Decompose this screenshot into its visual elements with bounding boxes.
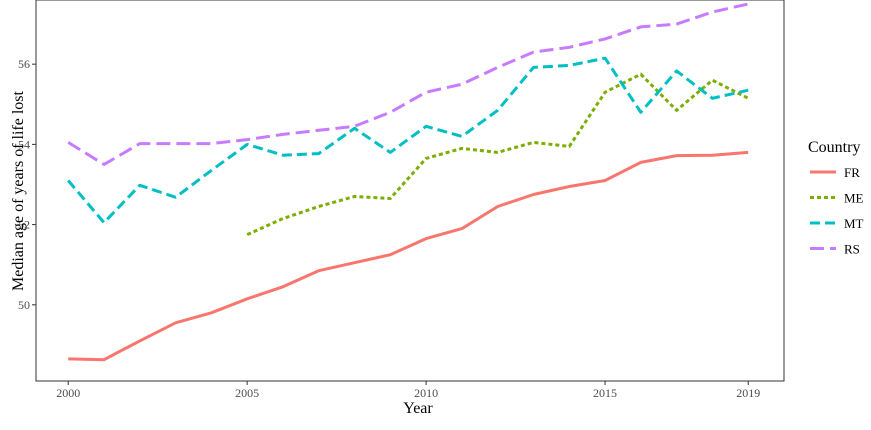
y-tick-label: 52 — [18, 218, 30, 232]
series-line-mt — [67, 56, 749, 225]
legend-label-me: ME — [844, 191, 864, 206]
x-tick-label: 2000 — [56, 386, 80, 400]
y-tick-label: 50 — [18, 298, 30, 312]
legend-label-mt: MT — [844, 216, 864, 231]
series-line-fr — [68, 150, 749, 362]
x-tick-label: 2015 — [593, 386, 617, 400]
x-tick-label: 2005 — [235, 386, 259, 400]
y-axis-title: Median age of years of life lost — [10, 90, 27, 290]
y-axis: 50 52 54 56 — [18, 57, 36, 312]
x-tick-label: 2019 — [736, 386, 760, 400]
legend: Country FR ME MT RS — [808, 139, 864, 257]
legend-title: Country — [808, 139, 860, 156]
x-tick-label: 2010 — [414, 386, 438, 400]
y-tick-label: 54 — [18, 137, 30, 151]
plot-panel-border — [35, 0, 785, 382]
x-axis-title: Year — [403, 400, 433, 417]
series-layer — [67, 2, 749, 362]
legend-label-rs: RS — [844, 242, 860, 257]
series-line-me — [246, 72, 749, 236]
legend-label-fr: FR — [844, 165, 860, 180]
series-line-rs — [67, 2, 749, 166]
x-axis: 2000 2005 2010 2015 2019 — [56, 381, 760, 400]
y-tick-label: 56 — [18, 57, 30, 71]
